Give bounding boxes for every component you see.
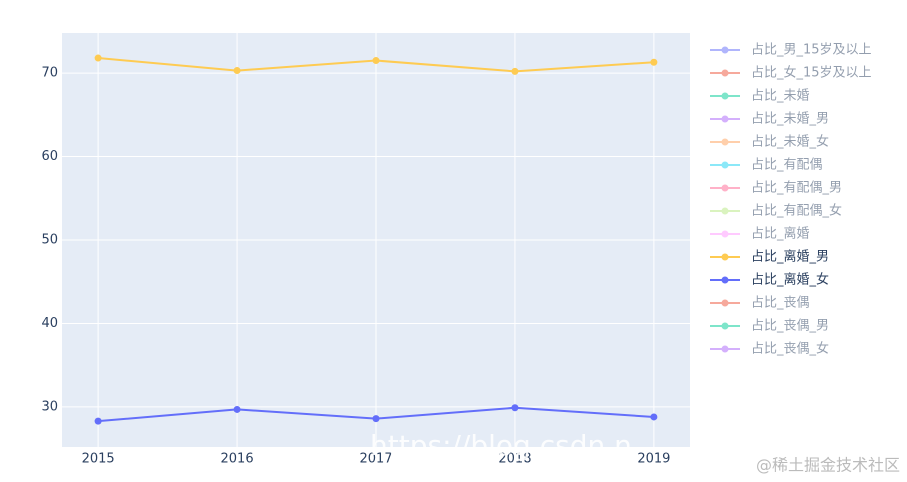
y-tick-label: 60 (41, 149, 58, 164)
x-tick-label: 2019 (637, 452, 670, 467)
legend-marker (721, 276, 729, 284)
x-tick-label: 2016 (221, 452, 254, 467)
watermark: https://blog.csdn.n (370, 429, 632, 462)
legend-label: 占比_丧偶_女 (751, 341, 829, 357)
legend-item[interactable]: 占比_男_15岁及以上 (710, 43, 872, 58)
legend-label: 占比_未婚_男 (751, 112, 829, 127)
y-tick-label: 50 (41, 233, 58, 248)
x-tick-label: 2018 (498, 452, 531, 467)
legend-marker (721, 115, 729, 123)
marker (372, 415, 380, 423)
legend-item[interactable]: 占比_丧偶_女 (710, 341, 829, 357)
y-tick-label: 70 (41, 66, 58, 81)
legend-item[interactable]: 占比_未婚_男 (710, 112, 829, 127)
legend-label: 占比_男_15岁及以上 (751, 43, 872, 58)
marker (511, 404, 519, 412)
legend-label: 占比_离婚_女 (751, 272, 829, 288)
legend-label: 占比_未婚_女 (751, 134, 829, 150)
legend-marker (721, 92, 729, 100)
marker (650, 413, 658, 421)
marker (372, 57, 380, 65)
legend-item[interactable]: 占比_离婚 (710, 226, 810, 242)
marker (511, 67, 519, 75)
legend-marker (721, 345, 729, 353)
marker (94, 417, 102, 425)
marker (233, 67, 241, 75)
marker (94, 54, 102, 62)
legend-item[interactable]: 占比_有配偶 (710, 158, 823, 173)
y-tick-label: 30 (41, 399, 58, 414)
legend-item[interactable]: 占比_丧偶 (710, 296, 810, 311)
y-tick-label: 40 (41, 316, 58, 331)
legend-label: 占比_有配偶 (751, 158, 823, 173)
legend-marker (721, 46, 729, 54)
legend-label: 占比_女_15岁及以上 (751, 65, 872, 81)
legend-label: 占比_离婚_男 (751, 249, 829, 265)
legend-marker (721, 230, 729, 238)
legend-marker (721, 184, 729, 192)
legend-marker (721, 69, 729, 77)
legend-label: 占比_丧偶 (751, 296, 810, 311)
legend-item[interactable]: 占比_丧偶_男 (710, 319, 829, 334)
x-tick-label: 2015 (82, 452, 115, 467)
legend-label: 占比_有配偶_女 (751, 203, 842, 219)
marker (233, 405, 241, 413)
x-tick-label: 2017 (359, 452, 392, 467)
legend-item[interactable]: 占比_未婚 (710, 89, 810, 104)
legend-item[interactable]: 占比_离婚_女 (710, 272, 829, 288)
legend-marker (721, 299, 729, 307)
watermark: @稀土掘金技术社区 (756, 456, 900, 475)
legend-marker (721, 322, 729, 330)
marker (650, 58, 658, 66)
legend-marker (721, 253, 729, 261)
legend-marker (721, 138, 729, 146)
legend-item[interactable]: 占比_有配偶_男 (710, 181, 842, 196)
legend-marker (721, 161, 729, 169)
legend-item[interactable]: 占比_未婚_女 (710, 134, 829, 150)
legend-label: 占比_未婚 (751, 89, 810, 104)
legend-label: 占比_离婚 (751, 226, 810, 242)
legend-item[interactable]: 占比_女_15岁及以上 (710, 65, 872, 81)
legend-marker (721, 207, 729, 215)
legend-item[interactable]: 占比_有配偶_女 (710, 203, 842, 219)
legend-item[interactable]: 占比_离婚_男 (710, 249, 829, 265)
legend-label: 占比_丧偶_男 (751, 319, 829, 334)
legend-label: 占比_有配偶_男 (751, 181, 842, 196)
